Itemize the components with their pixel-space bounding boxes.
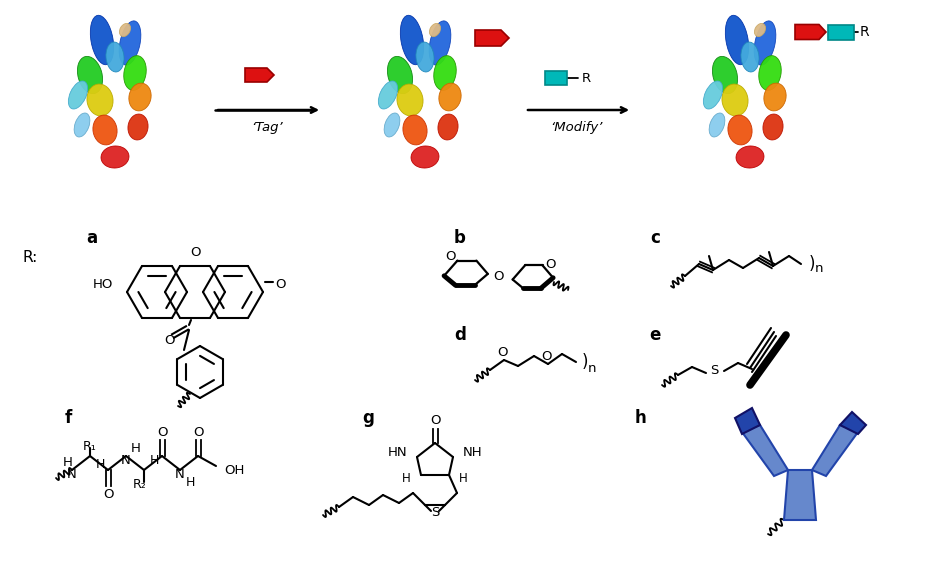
Polygon shape	[784, 470, 816, 520]
Text: O: O	[157, 426, 167, 438]
Ellipse shape	[754, 23, 765, 37]
Text: f: f	[64, 409, 72, 427]
Text: a: a	[86, 229, 97, 247]
Ellipse shape	[726, 15, 748, 65]
Text: R: R	[860, 25, 869, 39]
Text: S: S	[430, 507, 439, 519]
Text: R: R	[582, 72, 591, 85]
Polygon shape	[795, 24, 826, 40]
Text: NH: NH	[463, 447, 482, 459]
Ellipse shape	[93, 115, 117, 145]
Text: ‘Tag’: ‘Tag’	[251, 121, 283, 135]
Text: ): )	[582, 353, 588, 371]
Text: n: n	[815, 262, 824, 276]
Text: O: O	[429, 415, 440, 427]
Ellipse shape	[416, 42, 434, 72]
Text: H: H	[96, 458, 105, 470]
Text: b: b	[454, 229, 466, 247]
Ellipse shape	[762, 114, 783, 140]
Text: O: O	[190, 245, 201, 258]
Ellipse shape	[754, 21, 776, 65]
Text: ‘Modify’: ‘Modify’	[551, 121, 604, 135]
Text: O: O	[445, 250, 455, 262]
Text: H: H	[149, 454, 159, 466]
Ellipse shape	[128, 114, 149, 140]
Ellipse shape	[710, 113, 725, 137]
Text: O: O	[541, 349, 552, 363]
Ellipse shape	[388, 57, 412, 94]
Ellipse shape	[712, 57, 738, 94]
Text: O: O	[275, 278, 286, 290]
Ellipse shape	[411, 146, 439, 168]
Ellipse shape	[397, 84, 423, 116]
Ellipse shape	[106, 42, 124, 72]
Text: OH: OH	[224, 463, 244, 476]
Text: H: H	[402, 472, 411, 486]
Text: R:: R:	[22, 251, 37, 265]
Text: O: O	[103, 487, 114, 500]
Text: H: H	[459, 472, 467, 486]
Text: O: O	[193, 426, 203, 438]
Ellipse shape	[74, 113, 90, 137]
Ellipse shape	[101, 146, 129, 168]
Text: N: N	[121, 455, 131, 468]
Text: g: g	[362, 409, 374, 427]
Ellipse shape	[439, 83, 461, 111]
Ellipse shape	[68, 81, 88, 109]
Text: N: N	[67, 469, 77, 482]
Ellipse shape	[129, 83, 151, 111]
Ellipse shape	[378, 81, 397, 109]
Polygon shape	[742, 425, 788, 476]
Polygon shape	[735, 408, 760, 434]
Text: O: O	[493, 269, 503, 283]
Text: H: H	[131, 442, 141, 455]
Ellipse shape	[429, 21, 451, 65]
Polygon shape	[840, 412, 866, 434]
Ellipse shape	[763, 83, 786, 111]
Ellipse shape	[90, 15, 114, 65]
Polygon shape	[545, 71, 567, 85]
Text: S: S	[710, 364, 718, 378]
Ellipse shape	[87, 84, 114, 116]
Ellipse shape	[384, 113, 400, 137]
Text: ): )	[809, 255, 815, 273]
Ellipse shape	[759, 55, 781, 90]
Ellipse shape	[727, 115, 752, 145]
Polygon shape	[812, 425, 858, 476]
Ellipse shape	[438, 114, 458, 140]
Text: HN: HN	[387, 447, 407, 459]
Ellipse shape	[704, 81, 723, 109]
Text: N: N	[175, 469, 184, 482]
Polygon shape	[475, 30, 509, 46]
Ellipse shape	[429, 23, 441, 37]
Ellipse shape	[78, 57, 102, 94]
Ellipse shape	[722, 84, 748, 116]
Ellipse shape	[119, 23, 131, 37]
Text: c: c	[650, 229, 660, 247]
Text: R₂: R₂	[133, 477, 147, 490]
Ellipse shape	[400, 15, 424, 65]
Ellipse shape	[736, 146, 764, 168]
Text: h: h	[634, 409, 646, 427]
Ellipse shape	[403, 115, 427, 145]
Text: R₁: R₁	[83, 440, 96, 452]
Ellipse shape	[741, 42, 759, 72]
Text: O: O	[545, 258, 555, 271]
Polygon shape	[828, 24, 854, 40]
Text: d: d	[454, 326, 466, 344]
Text: n: n	[588, 361, 597, 374]
Text: O: O	[164, 333, 174, 346]
Polygon shape	[245, 68, 274, 82]
Text: e: e	[649, 326, 660, 344]
Text: H: H	[185, 476, 195, 489]
Ellipse shape	[119, 21, 141, 65]
Ellipse shape	[124, 55, 147, 90]
Ellipse shape	[434, 55, 456, 90]
Text: HO: HO	[93, 278, 113, 290]
Text: O: O	[497, 346, 507, 359]
Text: H: H	[63, 455, 73, 469]
